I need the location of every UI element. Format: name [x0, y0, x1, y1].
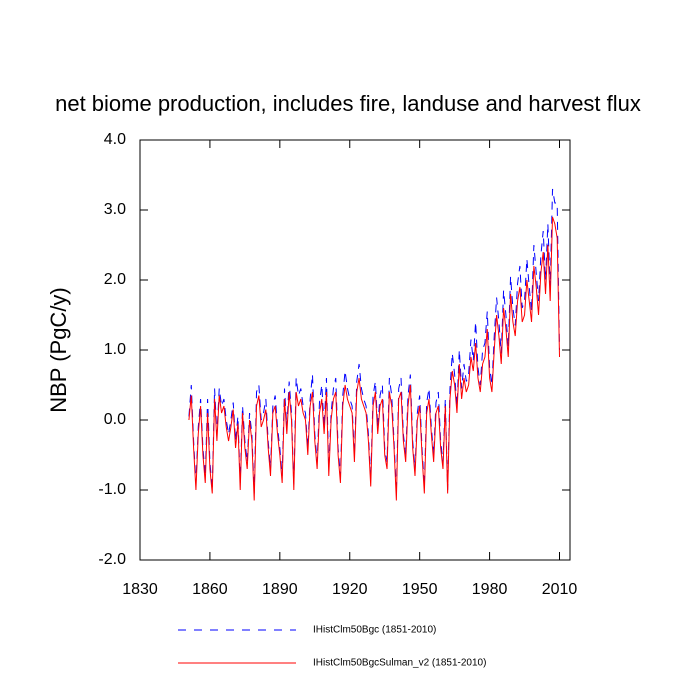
plot-frame — [139, 139, 571, 561]
y-axis-label: NBP (PgC/y) — [46, 287, 71, 413]
chart-title: net biome production, includes fire, lan… — [55, 91, 641, 116]
y-tick-label: 0.0 — [104, 411, 126, 428]
x-tick-label: 2010 — [542, 581, 578, 598]
y-tick-label: 4.0 — [104, 131, 126, 148]
x-tick-label: 1920 — [332, 581, 368, 598]
x-tick-label: 1890 — [262, 581, 298, 598]
legend-label: IHistClm50BgcSulman_v2 (1851-2010) — [313, 658, 486, 669]
y-tick-label: 3.0 — [104, 201, 126, 218]
data-line — [188, 188, 561, 494]
y-tick-label: -2.0 — [98, 551, 126, 568]
y-tick-label: 1.0 — [104, 341, 126, 358]
x-tick-label: 1860 — [192, 581, 228, 598]
data-line — [188, 216, 561, 501]
legend-label: IHistClm50Bgc (1851-2010) — [313, 625, 436, 636]
y-tick-label: -1.0 — [98, 481, 126, 498]
x-tick-label: 1950 — [402, 581, 438, 598]
x-tick-label: 1830 — [122, 581, 158, 598]
x-tick-label: 1980 — [472, 581, 508, 598]
y-tick-label: 2.0 — [104, 271, 126, 288]
